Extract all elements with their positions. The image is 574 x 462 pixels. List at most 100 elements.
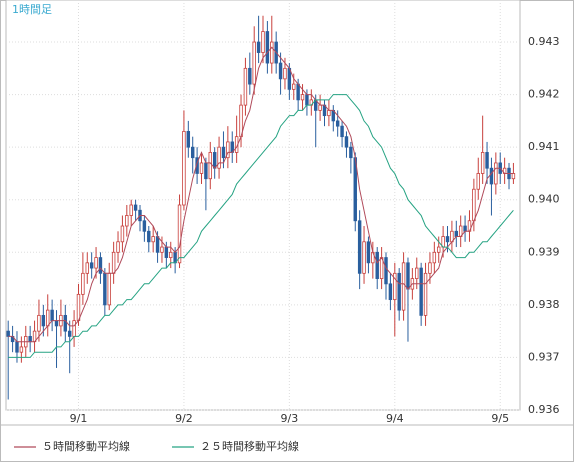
legend-label: ２５時間移動平均線 — [200, 439, 299, 453]
candle-body — [243, 67, 248, 106]
candle-body — [226, 141, 230, 159]
candle-body — [480, 152, 485, 174]
x-tick-label: 9/3 — [281, 412, 299, 425]
candle-body — [278, 62, 283, 80]
candle-body — [476, 173, 480, 190]
candle-body — [252, 41, 256, 85]
candle-body — [212, 152, 217, 169]
candle-body — [256, 41, 261, 53]
candle-body — [186, 131, 191, 148]
candle-body — [28, 336, 32, 343]
candle-body — [265, 31, 270, 64]
candle-body — [384, 257, 388, 285]
moving-average-line — [8, 46, 514, 343]
candle-body — [472, 188, 476, 222]
y-tick-label: 0.940 — [528, 193, 560, 206]
candle-body — [76, 293, 81, 322]
candle-body — [454, 230, 459, 237]
candle-body — [388, 283, 393, 301]
candle-body — [41, 314, 46, 327]
candle-body — [489, 167, 494, 185]
candle-body — [283, 67, 287, 80]
candle-body — [437, 246, 441, 253]
candle-body — [94, 257, 98, 269]
candle-body — [292, 83, 296, 90]
candle-body — [125, 215, 129, 227]
candle-body — [89, 262, 94, 269]
y-tick-label: 0.943 — [528, 35, 560, 48]
candle-body — [50, 309, 54, 322]
candle-body — [46, 309, 50, 327]
candle-body — [419, 267, 423, 316]
y-tick-label: 0.938 — [528, 298, 560, 311]
candle-body — [494, 162, 498, 185]
candle-body — [340, 125, 344, 138]
x-tick-label: 9/2 — [175, 412, 193, 425]
candle-body — [401, 262, 406, 311]
candle-body — [63, 314, 68, 332]
candle-body — [195, 157, 199, 174]
candle-body — [151, 236, 155, 243]
candle-body — [204, 162, 208, 180]
candle-body — [397, 272, 401, 311]
candle-body — [305, 94, 309, 106]
candle-body — [511, 173, 516, 180]
candle-body — [177, 204, 182, 264]
candle-body — [37, 314, 41, 332]
candle-body — [116, 241, 120, 253]
candle-body — [98, 257, 103, 274]
candle-body — [406, 262, 410, 290]
candle-body — [15, 341, 19, 353]
candle-body — [270, 41, 274, 64]
y-tick-label: 0.942 — [528, 88, 560, 101]
y-tick-label: 0.937 — [528, 350, 560, 363]
y-tick-label: 0.939 — [528, 245, 560, 258]
candle-body — [147, 230, 151, 243]
candle-body — [318, 104, 322, 111]
candle-body — [160, 246, 164, 253]
candle-body — [120, 225, 125, 243]
candle-body — [208, 152, 212, 180]
candle-body — [300, 94, 305, 101]
candle-body — [169, 251, 173, 258]
x-tick-label: 9/5 — [491, 412, 509, 425]
y-tick-label: 0.941 — [528, 140, 560, 153]
legend-label: ５時間移動平均線 — [42, 439, 130, 453]
candle-body — [155, 236, 160, 253]
candle-body — [362, 241, 366, 274]
candle-body — [199, 162, 204, 174]
candle-body — [327, 109, 331, 117]
candle-body — [221, 146, 226, 159]
candle-body — [103, 272, 107, 306]
candle-body — [335, 120, 340, 127]
plot-area — [5, 0, 521, 411]
candle-body — [182, 131, 186, 206]
candle-body — [85, 262, 89, 274]
candle-body — [463, 225, 467, 232]
candle-body — [423, 272, 428, 316]
candle-body — [357, 220, 362, 274]
moving-average-line — [8, 94, 514, 358]
candle-body — [344, 136, 349, 148]
candle-body — [485, 152, 489, 169]
candle-body — [217, 146, 221, 169]
candle-body — [133, 204, 138, 211]
candle-body — [6, 330, 10, 337]
candle-body — [81, 272, 85, 295]
candle-body — [67, 330, 72, 337]
candle-body — [111, 251, 116, 274]
chart-title: 1時間足 — [12, 3, 52, 16]
candle-body — [349, 146, 353, 159]
candle-body — [415, 267, 419, 279]
candle-body — [432, 251, 437, 264]
candle-body — [445, 236, 450, 243]
candle-body — [19, 346, 24, 353]
candle-body — [296, 83, 300, 101]
x-tick-label: 9/1 — [70, 412, 88, 425]
candle-body — [428, 262, 432, 274]
candle-body — [142, 220, 147, 232]
y-tick-label: 0.936 — [528, 403, 560, 416]
candle-body — [393, 272, 397, 301]
candle-body — [248, 67, 252, 85]
